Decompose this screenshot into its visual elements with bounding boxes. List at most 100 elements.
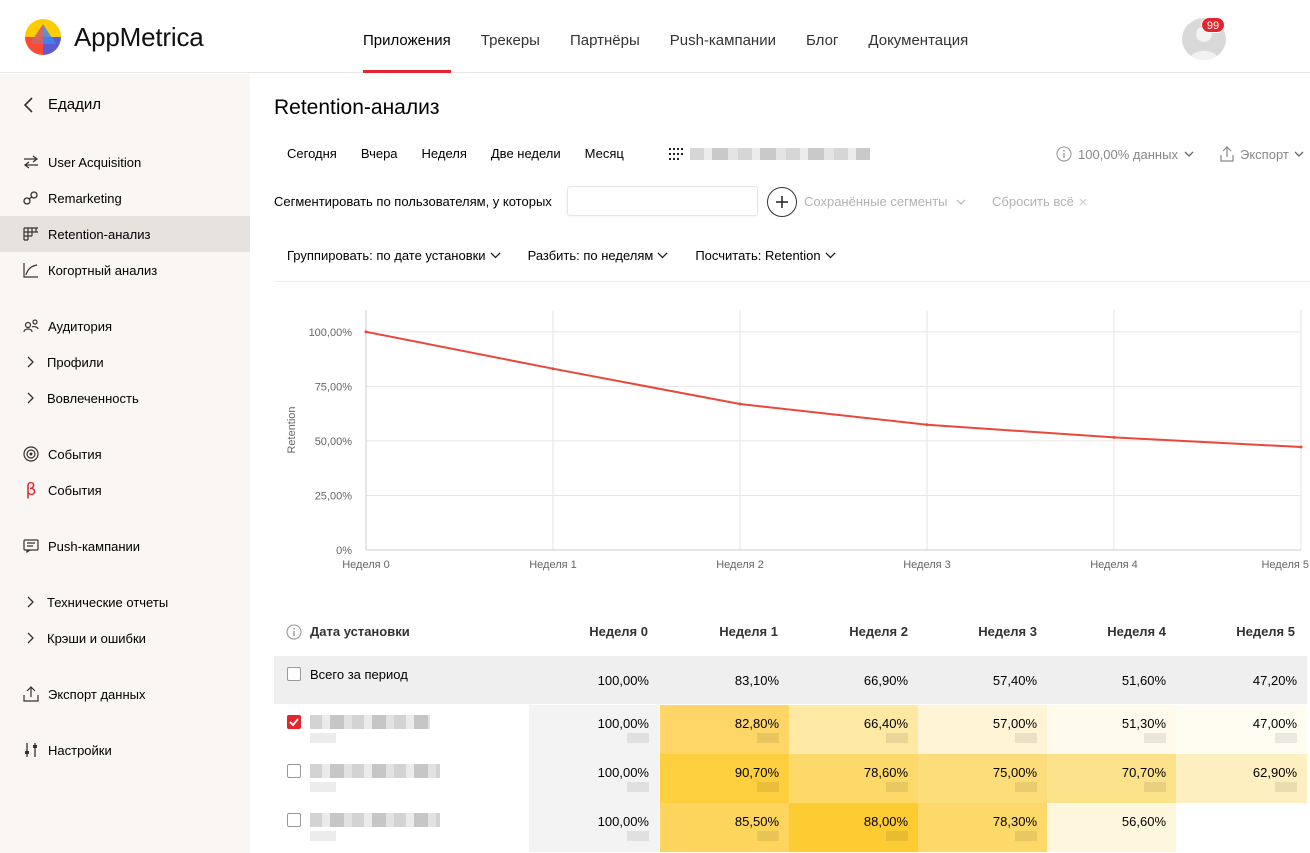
segment-input[interactable] <box>567 186 758 216</box>
appmetrica-logo-icon[interactable] <box>24 18 62 56</box>
sidebar-item-label: События <box>48 482 102 498</box>
back-to-app[interactable]: Едадил <box>22 96 101 113</box>
chart-x-tick-label: Неделя 5 <box>1261 559 1309 571</box>
period-yesterday[interactable]: Вчера <box>360 146 398 161</box>
date-range-picker[interactable] <box>669 148 870 160</box>
row-checkbox[interactable] <box>287 667 301 681</box>
chart-data-point <box>364 330 368 334</box>
table-row-total: Всего за период 100,00% 83,10% 66,90% 57… <box>274 656 1307 705</box>
sidebar-item-settings[interactable]: Настройки <box>0 732 250 768</box>
notification-badge[interactable]: 99 <box>1201 17 1225 33</box>
sidebar-item-label: Крэши и ошибки <box>47 630 146 646</box>
table-cell: 78,60% <box>789 754 918 803</box>
table-cell: 51,30% <box>1047 705 1176 754</box>
saved-segments-dropdown[interactable]: Сохранённые сегменты <box>804 194 966 209</box>
chart-series-line <box>365 330 1302 449</box>
brand-name[interactable]: AppMetrica <box>74 22 204 52</box>
column-header-week-3[interactable]: Неделя 3 <box>978 624 1037 639</box>
table-cell: 100,00% <box>529 803 659 852</box>
reset-all-button[interactable]: Сбросить всё <box>992 194 1087 209</box>
add-segment-button[interactable] <box>767 187 797 217</box>
table-cell: 66,90% <box>863 673 908 688</box>
sidebar-item-profiles[interactable]: Профили <box>0 344 250 380</box>
sidebar-item-tech-reports[interactable]: Технические отчеты <box>0 584 250 620</box>
table-row: 100,00% 90,70% 78,60% 75,00% 70,70% 62,9… <box>274 754 1307 803</box>
sidebar-item-retention[interactable]: Retention-анализ <box>0 216 250 252</box>
chart-y-axis-label: Retention <box>286 406 298 453</box>
chart-y-tick-label: 50,00% <box>315 436 353 448</box>
sidebar-item-remarketing[interactable]: Remarketing <box>0 180 250 216</box>
table-cell: 82,80% <box>660 705 789 754</box>
chevron-right-icon <box>24 353 36 371</box>
column-header-week-5[interactable]: Неделя 5 <box>1236 624 1295 639</box>
chart-data-point <box>738 402 742 406</box>
reset-label: Сбросить всё <box>992 194 1074 209</box>
chevron-down-icon <box>490 252 501 259</box>
table-row: 100,00% 85,50% 88,00% 78,30% 56,60% <box>274 803 1307 852</box>
chart-data-point <box>551 367 555 371</box>
period-week[interactable]: Неделя <box>421 146 467 161</box>
data-sampling-selector[interactable]: 100,00% данных <box>1056 146 1194 162</box>
nav-applications[interactable]: Приложения <box>363 0 451 73</box>
period-month[interactable]: Месяц <box>584 146 624 161</box>
sidebar-item-label: Retention-анализ <box>48 226 151 242</box>
nav-push-campaigns[interactable]: Push-кампании <box>669 32 776 49</box>
period-today[interactable]: Сегодня <box>287 146 337 161</box>
arrow-enter-icon <box>22 153 40 171</box>
table-cell: 85,50% <box>660 803 789 852</box>
sidebar-item-engagement[interactable]: Вовлеченность <box>0 380 250 416</box>
audience-icon <box>22 317 40 335</box>
calculate-dropdown[interactable]: Посчитать: Retention <box>695 248 836 263</box>
sidebar-item-push[interactable]: Push-кампании <box>0 528 250 564</box>
cohort-sub-redacted <box>310 782 336 792</box>
table-cell: 57,40% <box>992 673 1037 688</box>
chevron-right-icon <box>24 593 36 611</box>
column-header-week-4[interactable]: Неделя 4 <box>1107 624 1166 639</box>
table-cell: 47,20% <box>1252 673 1297 688</box>
table-row: 100,00% 82,80% 66,40% 57,00% 51,30% 47,0… <box>274 705 1307 754</box>
sidebar-item-label: User Acquisition <box>48 154 142 170</box>
table-cell <box>1176 803 1307 852</box>
sidebar-item-events[interactable]: События <box>0 436 250 472</box>
sidebar-item-audience[interactable]: Аудитория <box>0 308 250 344</box>
column-header-week-0[interactable]: Неделя 0 <box>589 624 648 639</box>
column-header-install-date[interactable]: Дата установки <box>310 624 410 639</box>
row-checkbox[interactable] <box>287 813 301 827</box>
split-by-dropdown[interactable]: Разбить: по неделям <box>528 248 669 263</box>
nav-documentation[interactable]: Документация <box>868 32 969 49</box>
chart-x-tick-label: Неделя 3 <box>903 559 951 571</box>
upload-icon <box>1220 146 1234 162</box>
info-icon[interactable] <box>286 624 302 640</box>
column-header-week-2[interactable]: Неделя 2 <box>849 624 908 639</box>
plus-icon <box>776 196 788 208</box>
nav-blog[interactable]: Блог <box>805 32 839 49</box>
sidebar-item-crashes[interactable]: Крэши и ошибки <box>0 620 250 656</box>
period-two-weeks[interactable]: Две недели <box>490 146 561 161</box>
table-cell: 100,00% <box>597 673 649 688</box>
target-icon <box>22 445 40 463</box>
row-checkbox[interactable] <box>287 764 301 778</box>
export-button[interactable]: Экспорт <box>1220 146 1304 162</box>
nav-trackers[interactable]: Трекеры <box>480 32 540 49</box>
chevron-right-icon <box>24 629 36 647</box>
sidebar-item-data-export[interactable]: Экспорт данных <box>0 676 250 712</box>
row-checkbox[interactable] <box>287 715 301 729</box>
group-by-dropdown[interactable]: Группировать: по дате установки <box>287 248 501 263</box>
table-grid-icon <box>22 225 40 243</box>
sidebar-item-cohort[interactable]: Когортный анализ <box>0 252 250 288</box>
column-header-week-1[interactable]: Неделя 1 <box>719 624 778 639</box>
check-icon <box>289 718 299 727</box>
sidebar: Едадил User Acquisition Remarketing Rete… <box>0 74 250 853</box>
sliders-icon <box>22 741 40 759</box>
sidebar-item-label: Технические отчеты <box>47 594 169 610</box>
chevron-down-icon <box>1184 151 1194 157</box>
sidebar-item-user-acquisition[interactable]: User Acquisition <box>0 144 250 180</box>
table-cell: 100,00% <box>529 754 659 803</box>
sidebar-item-events-beta[interactable]: β События <box>0 472 250 508</box>
chevron-down-icon <box>825 252 836 259</box>
table-cell: 90,70% <box>660 754 789 803</box>
message-icon <box>22 537 40 555</box>
link-icon <box>22 189 40 207</box>
cohort-date-redacted <box>310 813 440 827</box>
nav-partners[interactable]: Партнёры <box>569 32 640 49</box>
